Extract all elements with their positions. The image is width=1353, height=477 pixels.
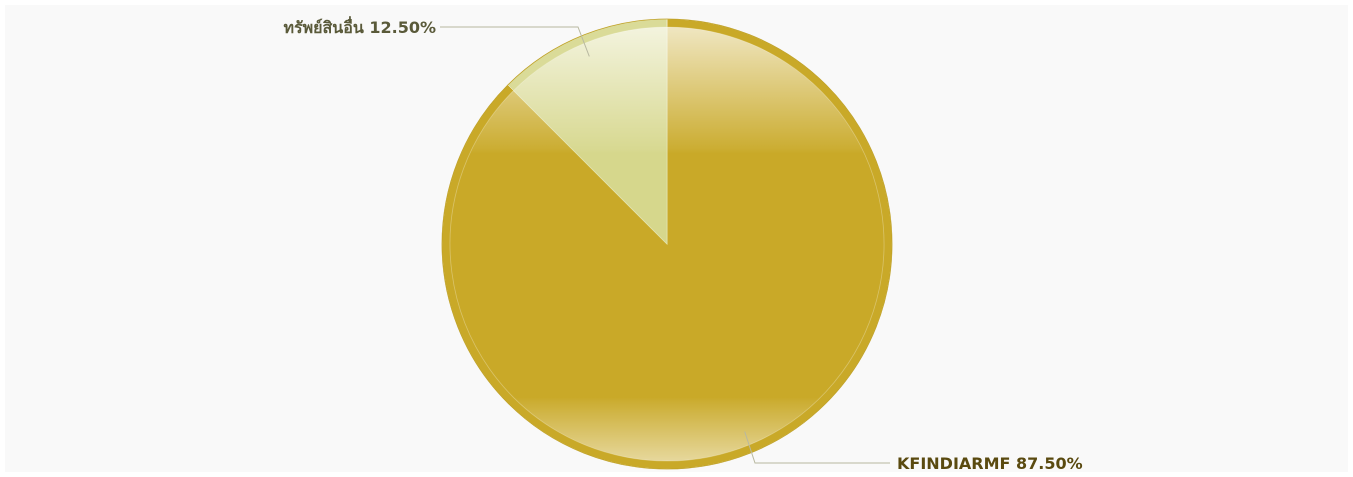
leader-line-2 xyxy=(440,26,590,57)
leader-line-1 xyxy=(744,431,890,464)
pie-gloss-overlay xyxy=(450,27,884,461)
slice-label-2: ทรัพย์สินอื่น 12.50% xyxy=(283,16,436,37)
pie-labels: KFINDIARMF 87.50% ทรัพย์สินอื่น 12.50% xyxy=(283,16,1082,473)
pie-outline xyxy=(441,18,893,470)
slice-label-1: KFINDIARMF 87.50% xyxy=(897,454,1083,473)
